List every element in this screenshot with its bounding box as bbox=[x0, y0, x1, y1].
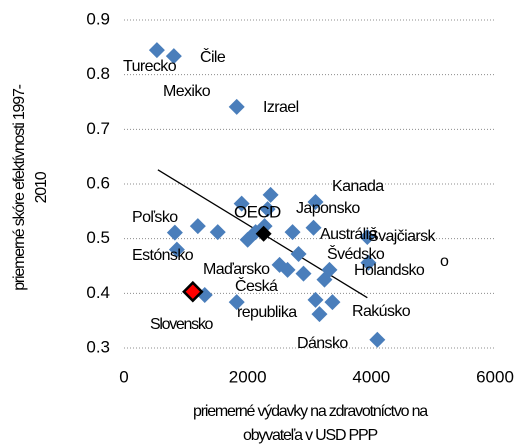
point-label: Slovensko bbox=[150, 316, 214, 333]
data-point bbox=[262, 186, 279, 203]
point-label: Austrália bbox=[320, 226, 378, 243]
x-tick-label: 2000 bbox=[229, 367, 267, 386]
point-label: Švajčiarsk bbox=[368, 226, 437, 245]
data-point bbox=[307, 291, 324, 308]
data-point bbox=[189, 218, 206, 235]
y-tick-label: 0.4 bbox=[86, 283, 110, 302]
point-label: Turecko bbox=[123, 58, 177, 75]
y-axis-title: priemerné skóre efektívnosti 1997- bbox=[11, 84, 28, 290]
y-tick-label: 0.8 bbox=[86, 64, 110, 83]
data-point bbox=[360, 254, 377, 271]
data-point bbox=[324, 294, 341, 311]
point-label: Mexiko bbox=[163, 83, 211, 100]
data-point bbox=[148, 42, 165, 59]
data-point bbox=[233, 195, 250, 212]
point-label: Švédsko bbox=[327, 244, 385, 263]
point-label: Kanada bbox=[332, 178, 384, 195]
point-label: Japonsko bbox=[296, 200, 360, 217]
point-label: Čile bbox=[200, 47, 226, 66]
point-label: Česká bbox=[235, 276, 278, 295]
data-point bbox=[168, 241, 185, 258]
data-point bbox=[316, 271, 333, 288]
point-label: Poľsko bbox=[132, 209, 178, 226]
point-label: Dánsko bbox=[297, 335, 348, 352]
data-point bbox=[255, 225, 272, 242]
data-point bbox=[209, 224, 226, 241]
data-point bbox=[290, 245, 307, 262]
data-point bbox=[182, 280, 204, 303]
data-point bbox=[305, 219, 322, 236]
y-tick-label: 0.9 bbox=[86, 9, 110, 28]
data-point bbox=[369, 331, 386, 348]
data-point bbox=[259, 201, 276, 218]
data-point bbox=[166, 224, 183, 241]
y-tick-label: 0.6 bbox=[86, 173, 110, 192]
data-point bbox=[228, 294, 245, 311]
point-label: Holandsko bbox=[354, 262, 425, 279]
data-point bbox=[279, 261, 296, 278]
point-label: Maďarsko bbox=[203, 261, 270, 278]
point-label: OECD bbox=[234, 202, 281, 221]
x-tick-label: 4000 bbox=[352, 367, 390, 386]
y-tick-label: 0.3 bbox=[86, 337, 110, 356]
point-label: o bbox=[440, 253, 449, 270]
data-point bbox=[228, 98, 245, 115]
data-point bbox=[307, 194, 324, 211]
x-axis-title: priemerné výdavky na zdravotníctvo na bbox=[193, 403, 428, 420]
data-point bbox=[165, 48, 182, 65]
y-axis-title: 2010 bbox=[33, 171, 50, 203]
y-tick-label: 0.7 bbox=[86, 119, 110, 138]
data-point bbox=[311, 306, 328, 323]
point-label: republika bbox=[237, 304, 297, 321]
data-point bbox=[295, 265, 312, 282]
data-point bbox=[359, 229, 376, 246]
point-label: Izrael bbox=[263, 99, 299, 116]
y-tick-label: 0.5 bbox=[86, 228, 110, 247]
x-tick-label: 6000 bbox=[476, 367, 514, 386]
data-point bbox=[284, 224, 301, 241]
x-axis-title: obyvateľa v USD PPP bbox=[243, 427, 377, 444]
point-label: Rakúsko bbox=[352, 303, 411, 320]
x-tick-label: 0 bbox=[119, 367, 128, 386]
point-label: Estónsko bbox=[132, 247, 194, 264]
